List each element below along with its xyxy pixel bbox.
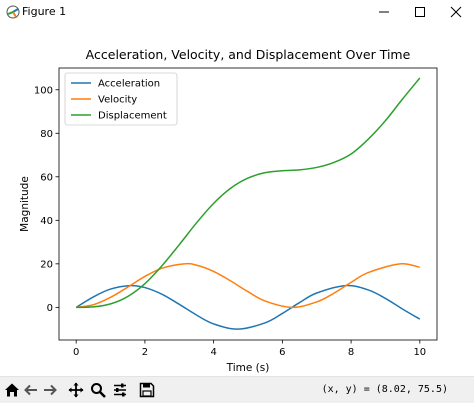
- maximize-icon: [415, 7, 425, 17]
- pan-icon: [68, 382, 84, 398]
- y-axis-label: Magnitude: [19, 176, 31, 232]
- chart-title: Acceleration, Velocity, and Displacement…: [86, 47, 411, 62]
- axes-frame: [58, 67, 438, 341]
- figure-canvas[interactable]: Acceleration, Velocity, and Displacement…: [0, 24, 474, 376]
- window-title: Figure 1: [22, 5, 67, 18]
- pan-button[interactable]: [67, 381, 85, 399]
- maximize-button[interactable]: [402, 0, 438, 24]
- close-button[interactable]: [438, 0, 474, 24]
- minimize-icon: [379, 11, 389, 13]
- legend: Acceleration Velocity Displacement: [64, 72, 178, 126]
- x-tick-label: 6: [279, 347, 285, 358]
- chart-svg: Acceleration, Velocity, and Displacement…: [19, 47, 438, 374]
- close-icon: [450, 6, 462, 18]
- y-tick-label: 100: [34, 85, 53, 96]
- save-button[interactable]: [138, 381, 156, 399]
- legend-label-displacement: Displacement: [98, 111, 167, 122]
- minimize-button[interactable]: [366, 0, 402, 24]
- home-button[interactable]: [3, 381, 21, 399]
- configure-subplots-button[interactable]: [111, 381, 129, 399]
- y-tick-label: 20: [40, 259, 53, 270]
- x-tick-label: 4: [210, 347, 216, 358]
- zoom-button[interactable]: [89, 381, 107, 399]
- x-tick-label: 0: [73, 347, 79, 358]
- zoom-icon: [91, 383, 106, 398]
- legend-label-velocity: Velocity: [98, 95, 137, 106]
- navigation-toolbar: (x, y) = (8.02, 75.5): [0, 376, 474, 403]
- x-tick-label: 10: [413, 347, 426, 358]
- back-button[interactable]: [22, 381, 40, 399]
- legend-label-acceleration: Acceleration: [98, 79, 160, 90]
- y-tick-label: 60: [40, 172, 53, 183]
- save-icon: [139, 382, 155, 398]
- window-titlebar: Figure 1: [0, 0, 474, 24]
- back-icon: [24, 384, 37, 396]
- matplotlib-app-icon: [6, 5, 20, 19]
- y-tick-label: 40: [40, 216, 53, 227]
- forward-icon: [44, 384, 57, 396]
- x-axis-label: Time (s): [226, 362, 270, 374]
- forward-button[interactable]: [41, 381, 59, 399]
- y-tick-label: 80: [40, 129, 53, 140]
- series-line-velocity: [76, 262, 420, 309]
- series-layer: [75, 77, 421, 330]
- y-tick-label: 0: [47, 303, 53, 314]
- home-icon: [5, 383, 19, 397]
- x-tick-label: 8: [348, 347, 354, 358]
- series-line-displacement: [76, 77, 421, 309]
- configure-subplots-icon: [114, 383, 126, 397]
- cursor-coordinates: (x, y) = (8.02, 75.5): [321, 384, 448, 395]
- x-tick-label: 2: [142, 347, 148, 358]
- legend-frame: [64, 72, 178, 126]
